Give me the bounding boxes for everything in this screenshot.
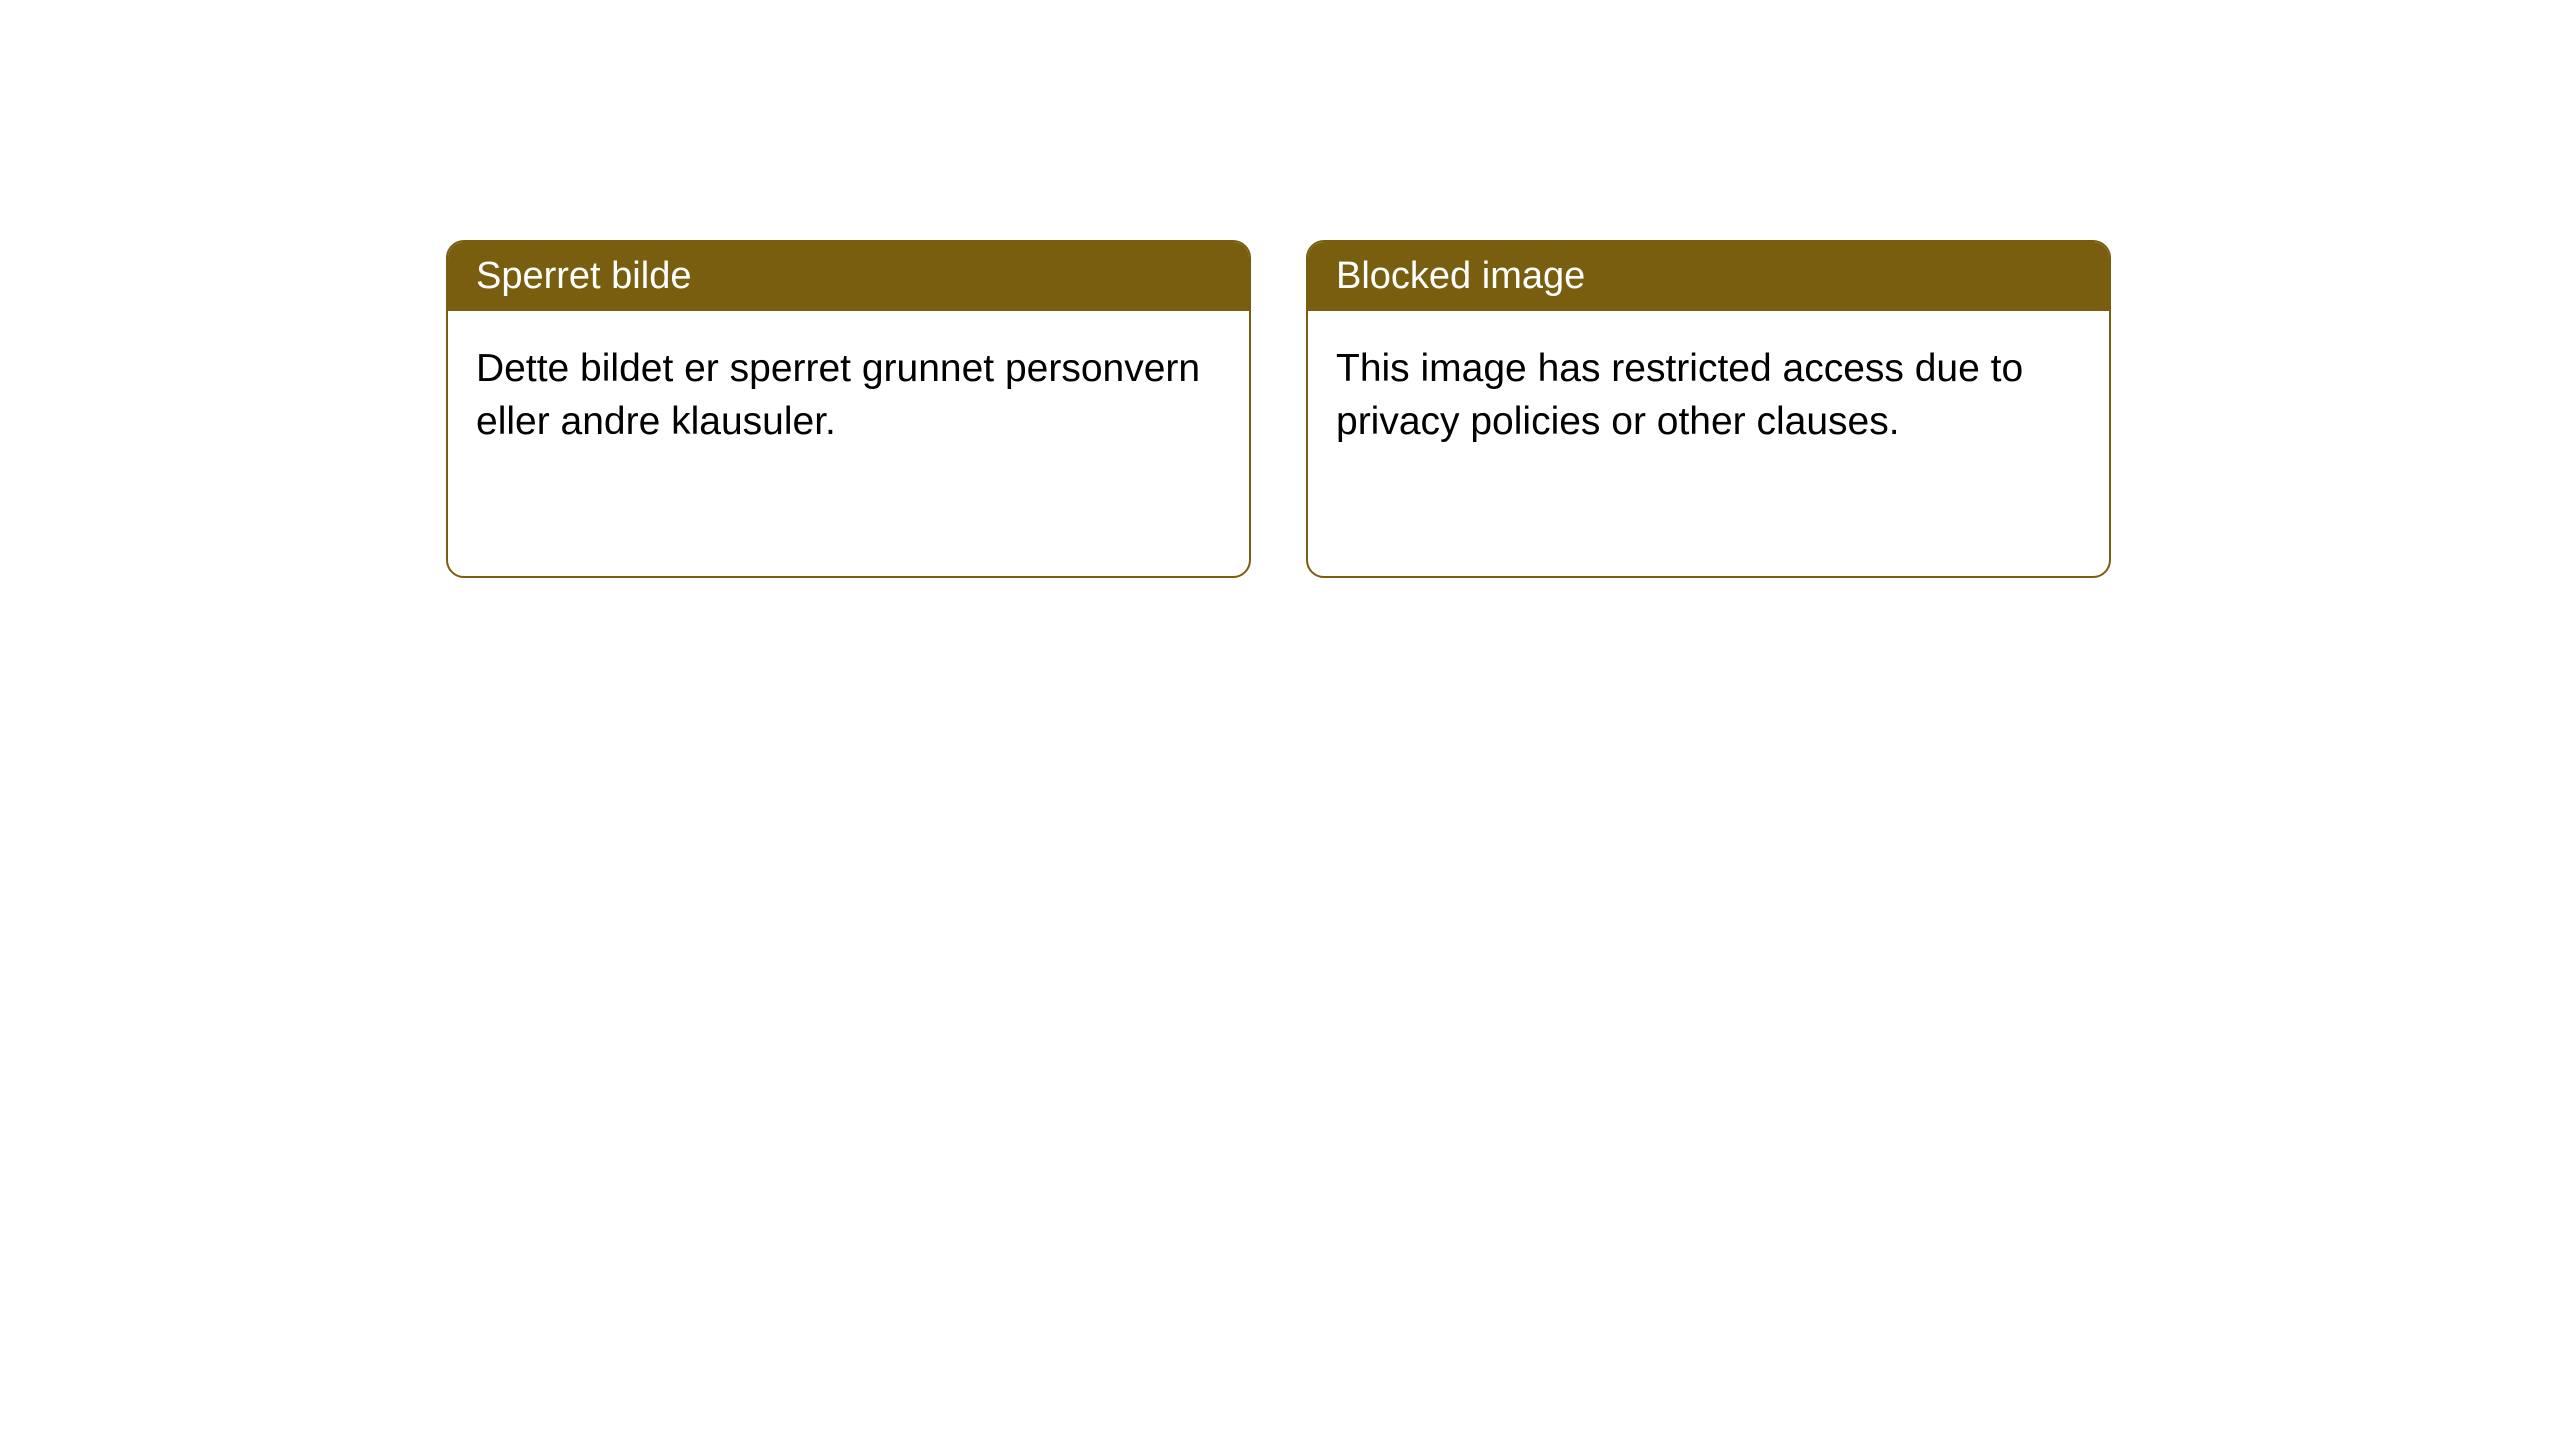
notice-body-text: Dette bildet er sperret grunnet personve… <box>476 347 1200 443</box>
notice-body-text: This image has restricted access due to … <box>1336 347 2023 443</box>
notice-header: Sperret bilde <box>448 242 1249 311</box>
notice-body: This image has restricted access due to … <box>1308 311 2109 480</box>
notice-container: Sperret bilde Dette bildet er sperret gr… <box>0 0 2560 578</box>
notice-header: Blocked image <box>1308 242 2109 311</box>
notice-title: Blocked image <box>1336 255 1585 297</box>
notice-body: Dette bildet er sperret grunnet personve… <box>448 311 1249 480</box>
notice-box-english: Blocked image This image has restricted … <box>1306 240 2111 578</box>
notice-box-norwegian: Sperret bilde Dette bildet er sperret gr… <box>446 240 1251 578</box>
notice-title: Sperret bilde <box>476 255 691 297</box>
